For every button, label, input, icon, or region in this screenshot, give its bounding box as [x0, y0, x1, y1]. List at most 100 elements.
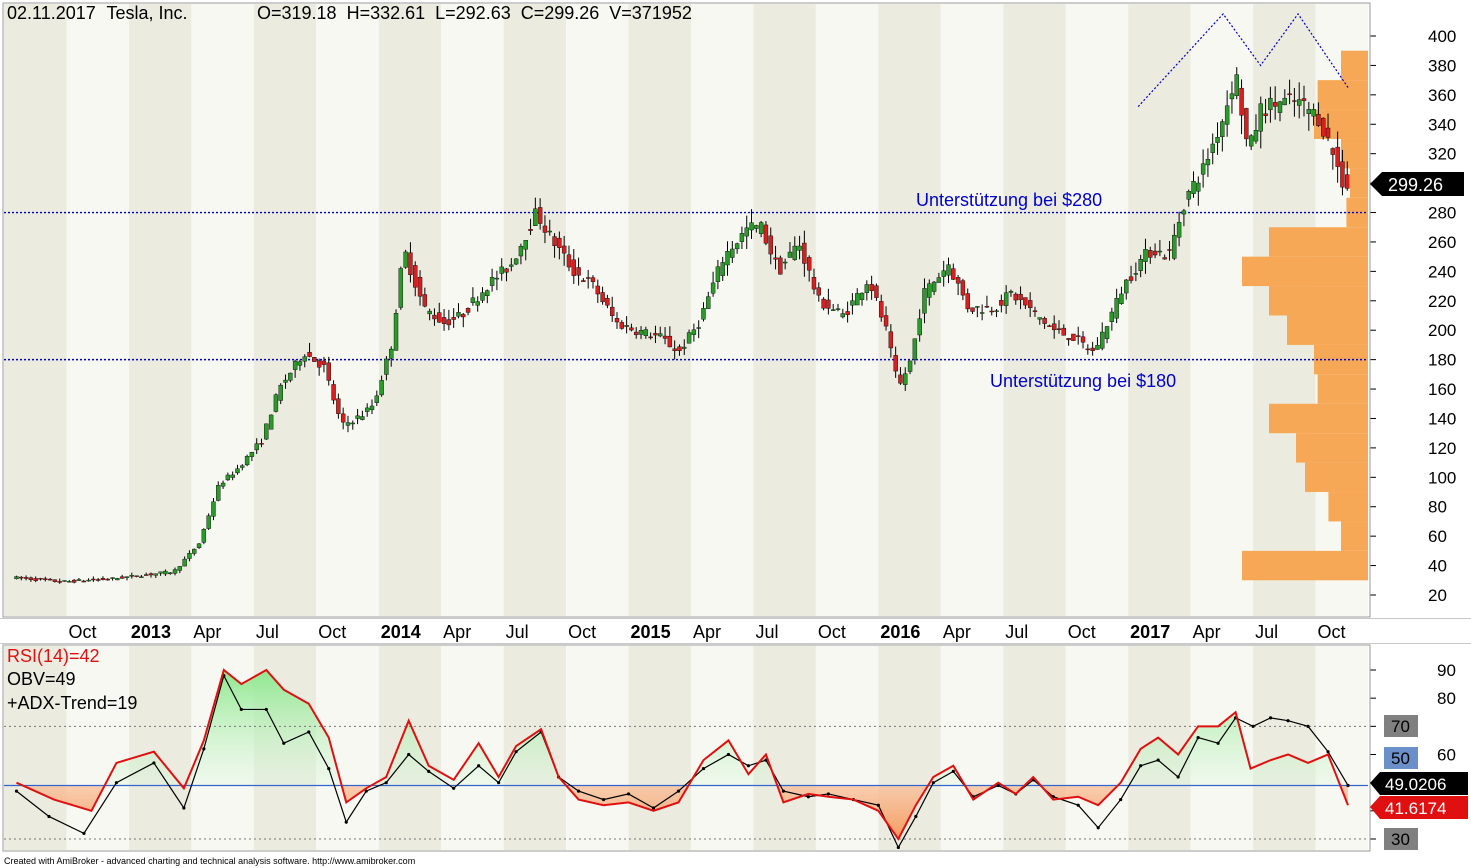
candle-body	[1037, 317, 1042, 320]
candle-body	[124, 576, 130, 578]
obv-point	[1326, 750, 1330, 754]
candle-body	[979, 312, 985, 314]
candle-body	[273, 394, 279, 412]
footer: Created with AmiBroker - advanced charti…	[4, 856, 415, 866]
candle-body	[1100, 331, 1105, 349]
candle-body	[907, 360, 913, 372]
candle-body	[499, 266, 504, 274]
candle-body	[1109, 311, 1115, 322]
candle-body	[417, 277, 423, 297]
candle-body	[437, 312, 442, 323]
obv-point	[996, 783, 1000, 788]
candle-body	[201, 528, 207, 543]
volume-profile-bar	[1269, 227, 1368, 257]
volume-profile-bar	[1317, 80, 1368, 110]
candle-body	[643, 329, 649, 336]
candle-body	[278, 384, 283, 401]
obv-point	[364, 789, 368, 793]
candle-body	[1076, 335, 1081, 337]
time-band	[66, 646, 129, 850]
candle-body	[821, 298, 826, 309]
time-band	[628, 646, 691, 850]
candle-body	[1330, 148, 1336, 155]
candle-body	[115, 578, 120, 581]
candle-body	[110, 577, 115, 579]
obv-point	[746, 764, 751, 768]
candle-body	[672, 348, 677, 351]
candle-body	[619, 322, 625, 329]
obv-point	[1196, 736, 1200, 740]
volume-profile-bar	[1287, 315, 1368, 345]
candle-body	[662, 335, 668, 339]
obv-point	[1286, 719, 1290, 723]
candle-body	[537, 207, 543, 224]
time-band	[566, 4, 629, 616]
candle-body	[802, 242, 807, 264]
candle-body	[71, 579, 77, 583]
candle-body	[1248, 135, 1254, 147]
time-band	[1065, 646, 1129, 850]
obv-point	[951, 769, 955, 774]
candle-body	[264, 423, 269, 440]
candle-body	[192, 548, 197, 554]
candle-body	[1090, 347, 1095, 352]
candle-body	[855, 293, 860, 306]
candle-body	[754, 225, 759, 229]
candle-body	[941, 270, 946, 277]
obv-point	[1306, 724, 1310, 728]
candle-body	[14, 576, 19, 580]
y-tick-label: 360	[1428, 86, 1456, 105]
candle-body	[1224, 105, 1230, 125]
candle-body	[211, 501, 216, 517]
candle-body	[1220, 121, 1225, 138]
obv-point	[327, 766, 331, 771]
candle-body	[547, 230, 552, 233]
obv-point	[1216, 741, 1220, 745]
candle-body	[100, 578, 106, 580]
y-tick-label: 80	[1428, 498, 1447, 517]
time-band	[566, 646, 629, 850]
candle-body	[1148, 250, 1153, 258]
time-band	[503, 4, 567, 616]
candle-body	[845, 311, 850, 315]
candle-body	[148, 573, 154, 576]
candle-body	[542, 225, 548, 233]
time-band	[753, 646, 816, 850]
candle-body	[403, 251, 408, 268]
x-tick-label: Jul	[1005, 622, 1028, 642]
candle-body	[701, 308, 706, 320]
level-70-value: 70	[1391, 717, 1410, 736]
candle-body	[806, 257, 812, 271]
x-tick-label: Oct	[568, 622, 596, 642]
y-tick-label: 160	[1428, 380, 1456, 399]
candle-body	[413, 265, 418, 288]
ind-y-tick-label: 60	[1437, 746, 1456, 765]
candle-body	[989, 310, 994, 313]
candle-body	[451, 317, 456, 320]
candle-body	[268, 414, 274, 430]
candle-body	[600, 292, 605, 303]
candle-body	[552, 236, 557, 247]
obv-point	[1268, 716, 1273, 720]
candle-body	[893, 355, 898, 372]
candle-body	[297, 361, 303, 366]
candle-body	[513, 258, 519, 265]
obv-point	[82, 831, 86, 835]
candle-body	[187, 552, 192, 559]
candle-body	[1023, 297, 1028, 306]
candle-body	[302, 356, 307, 362]
obv-point	[1346, 783, 1350, 788]
support-280-label: Unterstützung bei $280	[916, 190, 1102, 210]
candle-body	[984, 305, 990, 308]
volume-profile-bar	[1341, 138, 1368, 169]
candle-body	[485, 290, 490, 297]
volume-profile-bar	[1350, 168, 1368, 198]
obv-point	[806, 795, 811, 799]
candle-body	[326, 362, 331, 381]
volume-profile-bar	[1341, 521, 1368, 551]
candle-body	[1234, 74, 1239, 96]
candle-body	[749, 222, 754, 231]
candle-body	[1210, 143, 1215, 153]
candle-body	[1157, 250, 1163, 253]
candle-body	[960, 280, 966, 296]
